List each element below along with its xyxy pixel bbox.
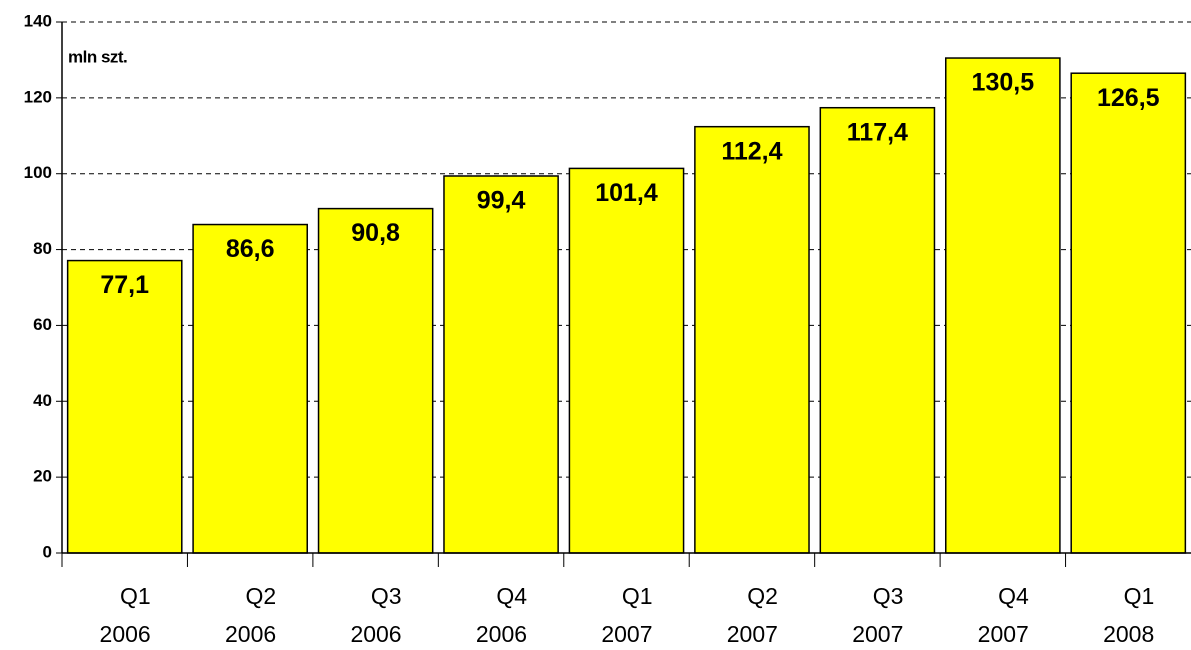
bar	[819, 106, 936, 554]
y-tick-label: 40	[33, 391, 52, 410]
value-label: 101,4	[595, 179, 658, 207]
category-year: 2008	[1103, 621, 1154, 647]
x-tick-label: Q2 2006	[225, 583, 276, 647]
y-tick-label: 20	[33, 467, 52, 486]
category-quarter: Q1	[120, 583, 151, 609]
bar	[317, 207, 434, 554]
value-label: 126,5	[1097, 84, 1160, 112]
bar	[945, 57, 1061, 554]
category-year: 2007	[727, 621, 778, 647]
x-tick-label: Q4 2007	[978, 583, 1029, 647]
bar	[192, 223, 308, 554]
x-tick-label: Q2 2007	[727, 583, 778, 647]
x-tick-label: Q3 2007	[852, 583, 903, 647]
y-tick-label: 0	[43, 542, 52, 561]
category-year: 2006	[225, 621, 276, 647]
category-quarter: Q3	[873, 583, 904, 609]
bar	[568, 167, 685, 554]
bar	[1070, 72, 1187, 554]
category-quarter: Q4	[496, 583, 527, 609]
x-tick-label: Q3 2006	[350, 583, 401, 647]
category-quarter: Q2	[245, 583, 276, 609]
value-label: 130,5	[972, 69, 1035, 97]
bar	[66, 259, 183, 554]
y-axis-label: mln szt.	[68, 47, 127, 66]
category-year: 2007	[978, 621, 1029, 647]
value-label: 86,6	[226, 235, 275, 263]
x-tick-label: Q1 2008	[1103, 583, 1154, 647]
category-quarter: Q1	[622, 583, 653, 609]
y-tick-label: 100	[24, 163, 52, 182]
category-year: 2006	[100, 621, 151, 647]
y-tick-label: 80	[33, 239, 52, 258]
y-tick-label: 140	[24, 11, 52, 30]
x-tick-label: Q1 2006	[100, 583, 151, 647]
category-quarter: Q3	[371, 583, 402, 609]
y-tick-label: 120	[24, 87, 52, 106]
value-label: 90,8	[351, 219, 400, 247]
value-label: 77,1	[100, 271, 149, 299]
value-label: 99,4	[477, 187, 526, 215]
x-tick-label: Q1 2007	[601, 583, 652, 647]
x-tick-label: Q4 2006	[476, 583, 527, 647]
category-quarter: Q1	[1124, 583, 1155, 609]
bar	[443, 175, 559, 554]
value-label: 117,4	[847, 118, 908, 146]
bar	[694, 125, 810, 554]
category-quarter: Q2	[747, 583, 778, 609]
y-tick-label: 60	[33, 315, 52, 334]
value-label: 112,4	[721, 137, 782, 165]
category-year: 2007	[852, 621, 903, 647]
category-year: 2007	[601, 621, 652, 647]
category-year: 2006	[476, 621, 527, 647]
category-year: 2006	[350, 621, 401, 647]
category-quarter: Q4	[998, 583, 1029, 609]
